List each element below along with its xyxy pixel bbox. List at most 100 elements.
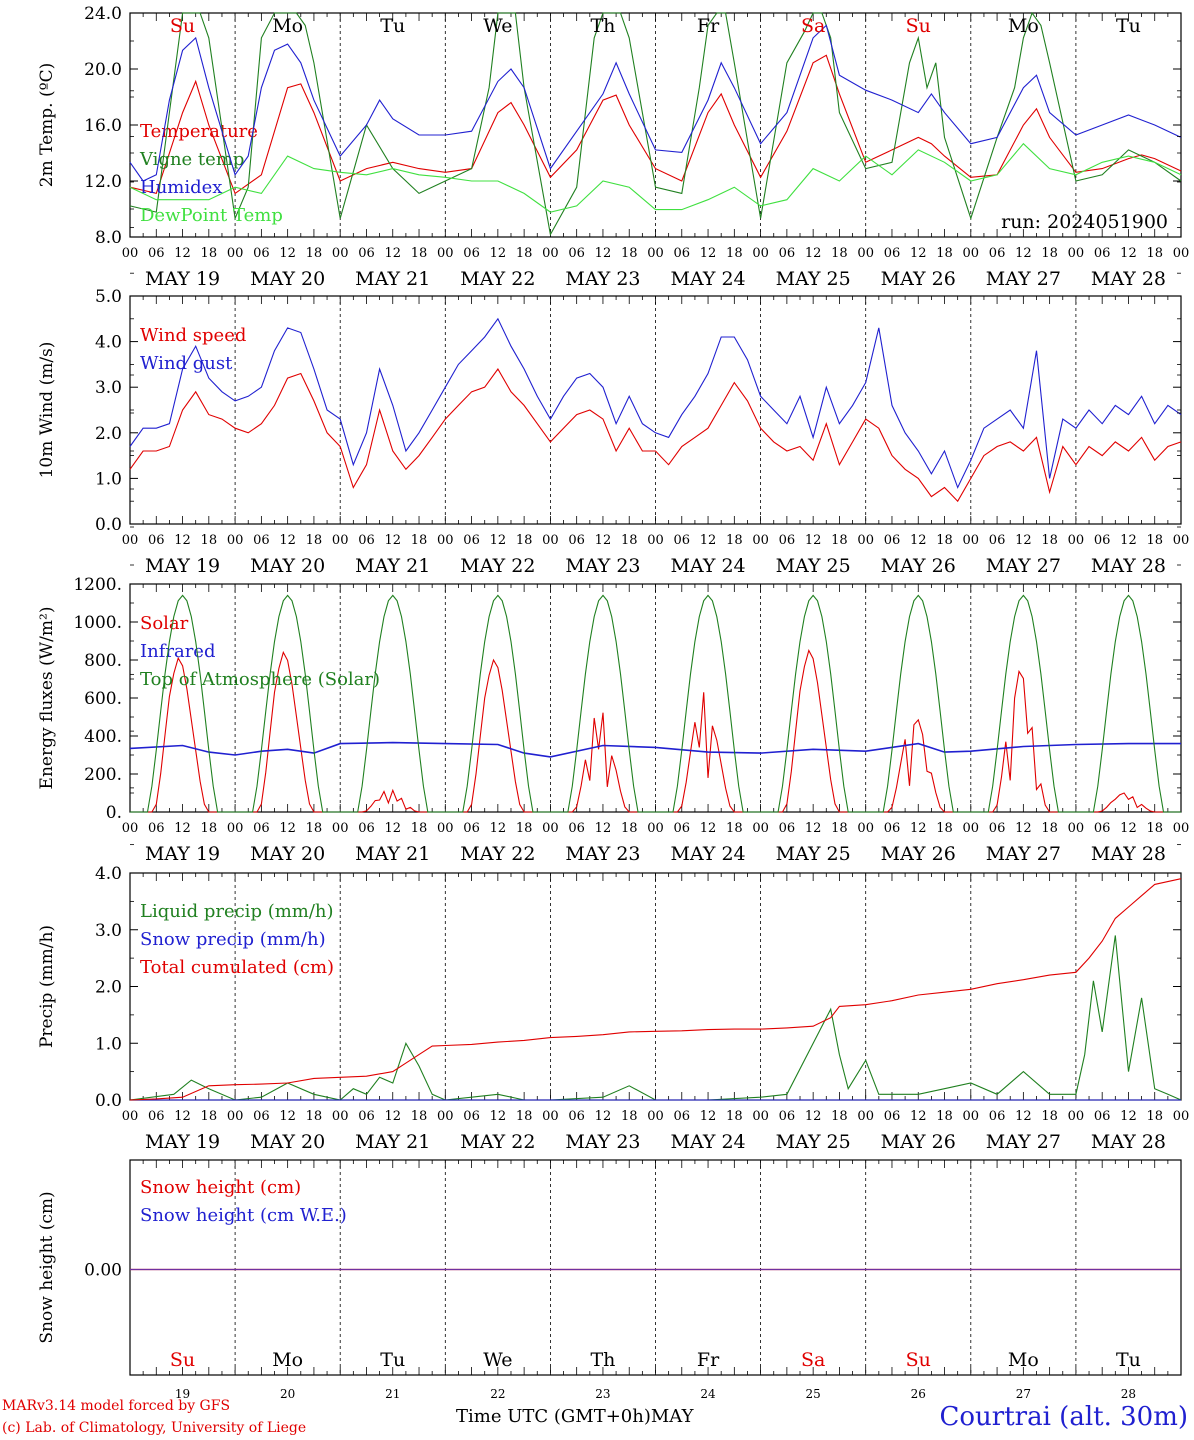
panel-3-hour-label: 00	[1173, 821, 1190, 836]
x-axis-title-text: Time UTC (GMT+0h)	[456, 1406, 651, 1427]
panel-1-hour-label: 00	[122, 246, 139, 261]
panel-3-hour-label: 18	[726, 821, 743, 836]
panel-3-hour-label: 12	[805, 821, 822, 836]
panel-1-hour-label: 06	[989, 246, 1006, 261]
panel-3-hour-label: 06	[358, 821, 375, 836]
panel-4-hour-label: 12	[805, 1109, 822, 1124]
panel-3-date-label: MAY 19	[145, 843, 220, 865]
panel-2-hour-label: 18	[201, 533, 218, 548]
panel-4-hour-label: 06	[253, 1109, 270, 1124]
panel-4-hour-label: 12	[490, 1109, 507, 1124]
panel-4-y-tick-label: 2.0	[95, 978, 122, 998]
bottom-day-number: 22	[490, 1387, 505, 1401]
panel-1-date-label: MAY 23	[565, 268, 640, 290]
panel-2-hour-label: 06	[568, 533, 585, 548]
panel-1-hour-label: 00	[857, 246, 874, 261]
panel-3-hour-label: 18	[201, 821, 218, 836]
panel-3-hour-label: 00	[647, 821, 664, 836]
panel-3-hour-label: 12	[700, 821, 717, 836]
panel-3-hour-label: 06	[568, 821, 585, 836]
panel-3-hour-label: 00	[752, 821, 769, 836]
panel-1-hour-label: 06	[674, 246, 691, 261]
bottom-day-number: 21	[385, 1387, 400, 1401]
panel-4-hour-label: 06	[884, 1109, 901, 1124]
panel-4-hour-label: 18	[831, 1109, 848, 1124]
panel-4-hour-label: 18	[1146, 1109, 1163, 1124]
panel-1-hour-label: 18	[831, 246, 848, 261]
panel-1-hour-label: 06	[884, 246, 901, 261]
panel-1-hour-label: 00	[1173, 246, 1190, 261]
panel-3-hour-label: 06	[674, 821, 691, 836]
panel-3-date-label: MAY 28	[1091, 843, 1166, 865]
panel-4-date-label: MAY 19	[145, 1131, 220, 1153]
panel-1-date-label: MAY 25	[776, 268, 851, 290]
panel-2-hour-label: 06	[779, 533, 796, 548]
panel-3-y-tick-label: 600.	[84, 689, 122, 709]
panel-3-date-label: MAY 22	[460, 843, 535, 865]
panel-1-legend-3: Humidex	[140, 177, 222, 198]
panel-1-hour-label: 12	[1120, 246, 1137, 261]
panel-2-y-tick-label: 4.0	[95, 333, 122, 353]
panel-2-hour-label: 06	[358, 533, 375, 548]
bottom-day-number: 19	[175, 1387, 190, 1401]
bottom-day-number: 27	[1016, 1387, 1031, 1401]
panel-1-series-2-line	[129, 11, 1182, 237]
panel-5-legend-1: Snow height (cm)	[140, 1177, 301, 1198]
panel-2-hour-label: 06	[148, 533, 165, 548]
panel-3-date-label: MAY 25	[776, 843, 851, 865]
panel-4-hour-label: 06	[779, 1109, 796, 1124]
top-weekday-label: Su	[170, 15, 195, 37]
panel-1-hour-label: 12	[595, 246, 612, 261]
panel-1-date-label: MAY 26	[881, 268, 956, 290]
panel-1-hour-label: 06	[1094, 246, 1111, 261]
panel-3-hour-label: 18	[621, 821, 638, 836]
panel-3-hour-label: 00	[857, 821, 874, 836]
panel-1-y-tick-label: 20.0	[84, 60, 122, 80]
panel-1-date-label: MAY 27	[986, 268, 1061, 290]
panel-4-hour-label: 06	[568, 1109, 585, 1124]
panel-2-y-label: 10m Wind (m/s)	[37, 342, 57, 479]
panel-3-hour-label: 00	[1068, 821, 1085, 836]
panel-4-date-label: MAY 26	[881, 1131, 956, 1153]
panel-1-series-3-line	[129, 24, 1182, 182]
panel-4-y-tick-label: 1.0	[95, 1034, 122, 1054]
panel-1-hour-label: 18	[726, 246, 743, 261]
panel-4-hour-label: 06	[1094, 1109, 1111, 1124]
top-weekday-label: We	[483, 15, 512, 37]
panel-2-date-label: MAY 20	[250, 555, 325, 577]
panel-4-hour-label: 00	[1068, 1109, 1085, 1124]
panel-1-hour-label: 00	[963, 246, 980, 261]
panel-4-hour-label: 00	[752, 1109, 769, 1124]
panel-1-y-tick-label: 24.0	[84, 4, 122, 24]
top-weekday-label: Tu	[1116, 15, 1141, 37]
panel-2-date-label: MAY 19	[145, 555, 220, 577]
panel-3-hour-label: 18	[411, 821, 428, 836]
panel-4-hour-label: 00	[122, 1109, 139, 1124]
panel-4-hour-label: 00	[963, 1109, 980, 1124]
panel-3-y-label: Energy fluxes (W/m²)	[37, 607, 57, 790]
bottom-weekday-label: Tu	[1116, 1349, 1141, 1371]
panel-4-hour-label: 00	[542, 1109, 559, 1124]
top-weekday-label: Th	[590, 15, 615, 37]
panel-4-hour-label: 18	[201, 1109, 218, 1124]
panel-2-y-tick-label: 2.0	[95, 424, 122, 444]
panel-1-y-tick-label: 8.0	[95, 228, 122, 248]
panel-4-y-tick-label: 3.0	[95, 921, 122, 941]
bottom-weekday-label: Sa	[801, 1349, 825, 1371]
panel-4-y-tick-label: 0.0	[95, 1091, 122, 1111]
panel-3-y-tick-label: 0.	[106, 803, 122, 823]
panel-3-legend-1: Solar	[140, 613, 189, 634]
bottom-day-number: 25	[806, 1387, 821, 1401]
panel-4-hour-label: 00	[857, 1109, 874, 1124]
panel-1-hour-label: 06	[463, 246, 480, 261]
bottom-day-number: 28	[1121, 1387, 1136, 1401]
panel-3-hour-label: 00	[963, 821, 980, 836]
panel-2-date-label: MAY 26	[881, 555, 956, 577]
run-label: run: 2024051900	[1001, 211, 1168, 233]
panel-2-hour-label: 12	[910, 533, 927, 548]
panel-1-hour-label: 06	[358, 246, 375, 261]
panel-3-y-tick-label: 200.	[84, 765, 122, 785]
panel-2-date-label: MAY 24	[670, 555, 745, 577]
panel-4-date-label: MAY 23	[565, 1131, 640, 1153]
panel-1-hour-label: 12	[910, 246, 927, 261]
